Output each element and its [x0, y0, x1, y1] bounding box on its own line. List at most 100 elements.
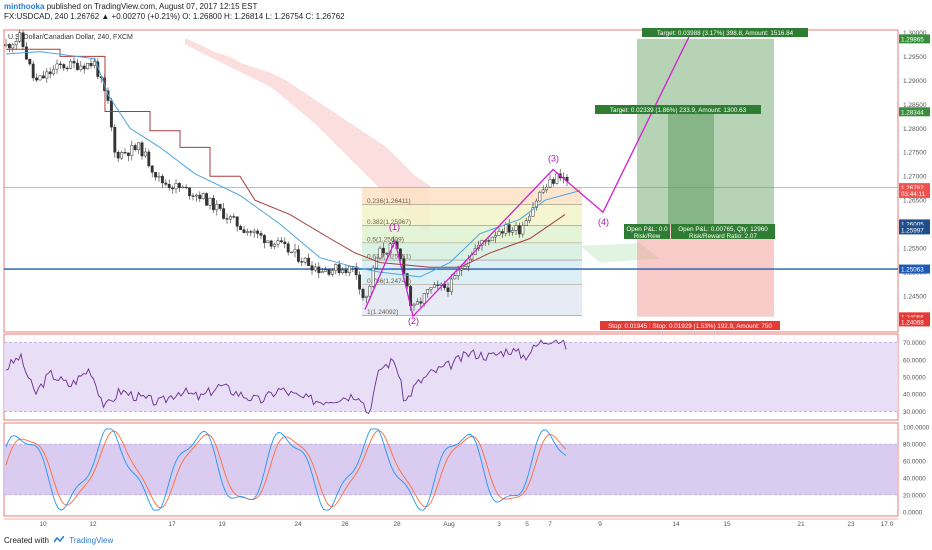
price-marker-bg: [899, 264, 930, 274]
candle: [402, 258, 406, 274]
candle: [167, 184, 171, 189]
candle: [378, 247, 382, 259]
candle: [354, 266, 358, 276]
fib-zone: [362, 225, 582, 243]
stoch-axis-label: 100.0000: [903, 425, 930, 432]
candle: [286, 243, 290, 253]
candle: [497, 231, 501, 236]
price-marker-text: 1.26005: [901, 221, 924, 228]
time-axis-label: 23: [847, 521, 855, 528]
time-axis-label: 28: [393, 521, 401, 528]
open-pnl-left-label-bg: [624, 224, 670, 239]
candle: [62, 64, 66, 69]
time-axis-label: 3: [497, 521, 501, 528]
target-near-label-bg: [595, 105, 761, 114]
time-axis-label: 21: [797, 521, 805, 528]
candle: [82, 65, 86, 70]
price-marker: 1.24068: [899, 317, 930, 327]
candle: [58, 63, 62, 65]
candle: [177, 183, 181, 188]
candle: [507, 224, 511, 233]
candle: [191, 195, 195, 197]
candle: [69, 60, 73, 69]
price-marker: 1.26762: [899, 183, 930, 193]
candle: [242, 229, 246, 233]
candle: [232, 216, 236, 218]
candle: [313, 266, 317, 271]
candle: [126, 152, 130, 156]
candle: [194, 194, 198, 197]
candle: [460, 268, 464, 271]
time-axis-label: 17: [168, 521, 176, 528]
candle: [504, 224, 508, 234]
candle: [113, 126, 117, 153]
candle: [21, 32, 25, 48]
target-far-label-bg: [642, 28, 808, 37]
candle: [266, 240, 270, 244]
open-pnl-right-label-text: Risk/Reward Ratio: 2.07: [689, 233, 757, 240]
candle: [92, 61, 96, 67]
wave-label-4: (4): [598, 217, 609, 227]
candle: [218, 203, 222, 209]
price-axis-label: 1.28500: [903, 102, 927, 109]
target-far-label: Target: 0.03988 (3.17%) 398.8, Amount: 1…: [642, 28, 808, 37]
time-axis-label: 5: [525, 521, 529, 528]
candle: [245, 231, 249, 233]
candle: [449, 278, 453, 292]
fib-level-label: 0.618(1.25251): [367, 254, 411, 261]
candle: [143, 151, 147, 157]
published-text: published on TradingView.com, August 07,…: [46, 2, 258, 11]
candle: [222, 208, 226, 219]
fib-zone: [362, 284, 582, 316]
price-marker-bg: [899, 188, 930, 198]
candle: [116, 151, 120, 159]
candle: [296, 249, 300, 262]
candle: [273, 243, 277, 247]
candle: [293, 249, 297, 253]
candle: [494, 235, 498, 238]
price-marker-text: 1.24068: [901, 319, 924, 326]
long-stop-zone: [637, 224, 774, 317]
candle: [276, 240, 280, 245]
price-axis-label: 1.26500: [903, 198, 927, 205]
footer-brand[interactable]: TradingView: [69, 536, 114, 545]
candle: [28, 58, 32, 65]
stoch-k-line: [5, 428, 567, 511]
price-marker-bg: [899, 219, 930, 229]
candle: [371, 267, 375, 287]
candle: [14, 40, 18, 46]
rsi-band: [4, 342, 898, 412]
candle: [205, 193, 209, 206]
candle: [256, 230, 260, 234]
price-marker-bg: [899, 225, 930, 235]
open-pnl-left-label-text: Risk/Rew: [634, 233, 661, 240]
candle: [181, 186, 185, 189]
candle: [337, 264, 341, 274]
kijun-line: [6, 48, 566, 268]
footer: Created with TradingView: [4, 535, 114, 545]
rsi-axis-label: 70.0000: [903, 340, 926, 347]
candle: [412, 303, 416, 307]
candle: [341, 269, 345, 274]
long-target-zone-near: [668, 111, 714, 225]
candle: [487, 240, 491, 242]
fib-level-label: 1(1.24092): [367, 309, 398, 316]
author-username[interactable]: minthooka: [4, 2, 45, 11]
candle: [140, 142, 144, 157]
rsi-axis-label: 50.0000: [903, 375, 926, 382]
target-near-label-text: Target: 0.02339 (1.86%) 233.9, Amount: 1…: [610, 107, 747, 114]
candle: [133, 145, 137, 150]
candle: [160, 175, 164, 184]
candle: [446, 287, 450, 292]
tenkan-line: [5, 51, 581, 278]
candle: [174, 183, 178, 190]
candle: [157, 175, 161, 178]
candle: [422, 293, 426, 304]
symbol-ohlc-line: FX:USDCAD, 240 1.26762 ▲ +0.00270 (+0.21…: [4, 12, 345, 21]
candle: [490, 236, 494, 242]
candle: [171, 187, 175, 190]
price-marker: 1.25063: [899, 264, 930, 274]
candle: [65, 67, 69, 70]
